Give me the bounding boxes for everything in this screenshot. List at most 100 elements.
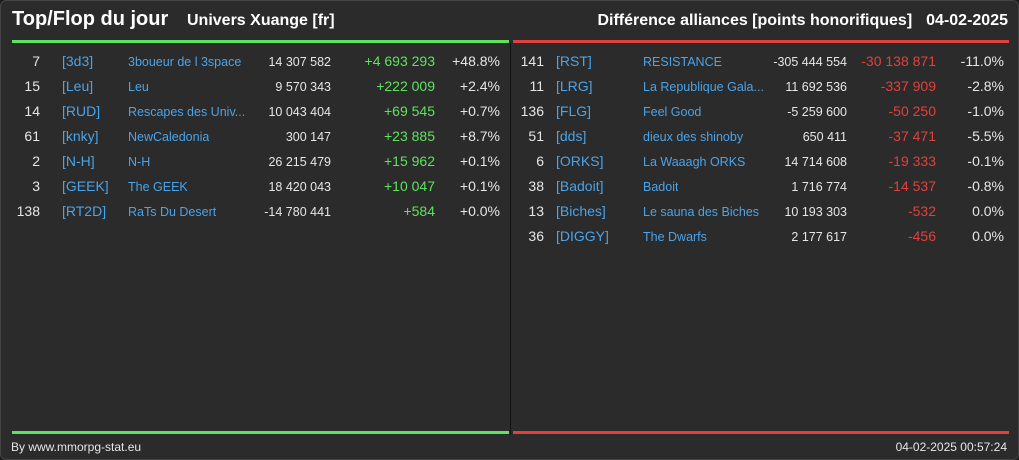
percent-cell: 0.0% xyxy=(972,228,1004,244)
rank-cell: 36 xyxy=(528,228,544,244)
percent-cell: +8.7% xyxy=(459,128,500,144)
rank-cell: 2 xyxy=(32,153,40,169)
diff-cell: -19 333 xyxy=(888,153,936,169)
table-row: 141 [RST] RESISTANCE -305 444 554 -30 138 87… xyxy=(511,49,1011,74)
percent-cell: +0.7% xyxy=(459,103,500,119)
alliance-name-link[interactable]: RESISTANCE xyxy=(643,55,722,69)
points-cell: 10 043 404 xyxy=(268,105,331,119)
diff-cell: +10 047 xyxy=(384,178,435,194)
rank-cell: 51 xyxy=(528,128,544,144)
rank-cell: 6 xyxy=(536,153,544,169)
alliance-name-link[interactable]: N-H xyxy=(128,155,151,169)
diff-cell: +23 885 xyxy=(384,128,435,144)
table-row: 15 [Leu] Leu 9 570 343 +222 009 +2.4% xyxy=(1,74,501,99)
table-row: 14 [RUD] Rescapes des Univ... 10 043 404 +69… xyxy=(1,99,501,124)
alliance-tag-link[interactable]: [3d3] xyxy=(62,53,94,69)
alliance-name-link[interactable]: 3boueur de l 3space xyxy=(128,55,242,69)
alliance-tag-link[interactable]: [Leu] xyxy=(62,78,94,94)
alliance-tag-link[interactable]: [RST] xyxy=(556,53,592,69)
rank-cell: 7 xyxy=(32,53,40,69)
rank-cell: 138 xyxy=(16,203,40,219)
alliance-tag-link[interactable]: [LRG] xyxy=(556,78,593,94)
points-cell: -305 444 554 xyxy=(773,55,847,69)
alliance-name-link[interactable]: Leu xyxy=(128,80,149,94)
alliance-name-link[interactable]: La Republique Gala... xyxy=(643,80,764,94)
alliance-tag-link[interactable]: [Badoit] xyxy=(556,178,604,194)
alliance-name-link[interactable]: RaTs Du Desert xyxy=(128,205,217,219)
source-credit: By www.mmorpg-stat.eu xyxy=(11,440,142,454)
alliance-tag-link[interactable]: [dds] xyxy=(556,128,587,144)
alliance-name-link[interactable]: Badoit xyxy=(643,180,679,194)
percent-cell: +0.1% xyxy=(459,178,500,194)
alliance-name-link[interactable]: The GEEK xyxy=(128,180,188,194)
points-cell: -14 780 441 xyxy=(264,205,331,219)
percent-cell: -0.8% xyxy=(967,178,1004,194)
alliance-tag-link[interactable]: [N-H] xyxy=(62,153,95,169)
rank-cell: 3 xyxy=(32,178,40,194)
percent-cell: -0.1% xyxy=(967,153,1004,169)
diff-cell: +15 962 xyxy=(384,153,435,169)
points-cell: 14 714 608 xyxy=(784,155,847,169)
alliance-name-link[interactable]: Le sauna des Biches xyxy=(643,205,760,219)
alliance-tag-link[interactable]: [knky] xyxy=(62,128,99,144)
alliance-tag-link[interactable]: [GEEK] xyxy=(62,178,109,194)
alliance-tag-link[interactable]: [DIGGY] xyxy=(556,228,609,244)
alliance-tag-link[interactable]: [RT2D] xyxy=(62,203,107,219)
table-row: 136 [FLG] Feel Good -5 259 600 -50 250 -1.0% xyxy=(511,99,1011,124)
diff-cell: -337 909 xyxy=(880,78,936,94)
alliance-tag-link[interactable]: [ORKS] xyxy=(556,153,604,169)
rank-cell: 14 xyxy=(24,103,40,119)
alliance-tag-link[interactable]: [FLG] xyxy=(556,103,592,119)
points-cell: 18 420 043 xyxy=(268,180,331,194)
points-cell: -5 259 600 xyxy=(787,105,847,119)
diff-cell: -456 xyxy=(907,228,936,244)
rank-cell: 15 xyxy=(24,78,40,94)
alliance-tag-link[interactable]: [RUD] xyxy=(62,103,101,119)
universe-label: Univers Xuange [fr] xyxy=(187,12,335,29)
points-cell: 2 177 617 xyxy=(791,230,847,244)
percent-cell: -2.8% xyxy=(967,78,1004,94)
percent-cell: +2.4% xyxy=(459,78,500,94)
rank-cell: 136 xyxy=(520,103,544,119)
diff-cell: -50 250 xyxy=(888,103,936,119)
points-cell: 10 193 303 xyxy=(784,205,847,219)
diff-cell: -14 537 xyxy=(888,178,936,194)
alliance-name-link[interactable]: dieux des shinoby xyxy=(643,130,744,144)
alliance-name-link[interactable]: NewCaledonia xyxy=(128,130,210,144)
rank-cell: 61 xyxy=(24,128,40,144)
table-row: 13 [Biches] Le sauna des Biches 10 193 303 -… xyxy=(511,199,1011,224)
alliance-name-link[interactable]: Rescapes des Univ... xyxy=(128,105,246,119)
table-row: 51 [dds] dieux des shinoby 650 411 -37 471 -5… xyxy=(511,124,1011,149)
table-row: 6 [ORKS] La Waaagh ORKS 14 714 608 -19 333 -0… xyxy=(511,149,1011,174)
points-cell: 9 570 343 xyxy=(275,80,331,94)
alliance-name-link[interactable]: La Waaagh ORKS xyxy=(643,155,746,169)
subtitle: Différence alliances [points honorifique… xyxy=(597,12,1008,30)
timestamp: 04-02-2025 00:57:24 xyxy=(895,440,1007,454)
table-row: 36 [DIGGY] The Dwarfs 2 177 617 -456 0.0% xyxy=(511,224,1011,249)
alliance-tag-link[interactable]: [Biches] xyxy=(556,203,606,219)
page-title: Top/Flop du jour xyxy=(12,8,169,30)
points-cell: 14 307 582 xyxy=(268,55,331,69)
rank-cell: 11 xyxy=(529,78,544,94)
table-row: 2 [N-H] N-H 26 215 479 +15 962 +0.1% xyxy=(1,149,501,174)
points-cell: 26 215 479 xyxy=(268,155,331,169)
percent-cell: -5.5% xyxy=(967,128,1004,144)
diff-cell: +584 xyxy=(403,203,435,219)
alliance-name-link[interactable]: Feel Good xyxy=(643,105,702,119)
column-divider xyxy=(510,43,511,435)
table-row: 61 [knky] NewCaledonia 300 147 +23 885 +8.7% xyxy=(1,124,501,149)
alliance-name-link[interactable]: The Dwarfs xyxy=(643,230,707,244)
percent-cell: +0.1% xyxy=(459,153,500,169)
diff-cell: -532 xyxy=(907,203,936,219)
header-date: 04-02-2025 xyxy=(926,12,1008,29)
percent-cell: -1.0% xyxy=(967,103,1004,119)
top-header-bar xyxy=(12,40,509,43)
rank-cell: 141 xyxy=(520,53,544,69)
table-row: 7 [3d3] 3boueur de l 3space 14 307 582 +4 69… xyxy=(1,49,501,74)
diff-cell: -30 138 871 xyxy=(861,53,936,69)
points-cell: 1 716 774 xyxy=(791,180,847,194)
percent-cell: +48.8% xyxy=(452,53,500,69)
diff-cell: -37 471 xyxy=(888,128,936,144)
diff-cell: +4 693 293 xyxy=(364,53,435,69)
